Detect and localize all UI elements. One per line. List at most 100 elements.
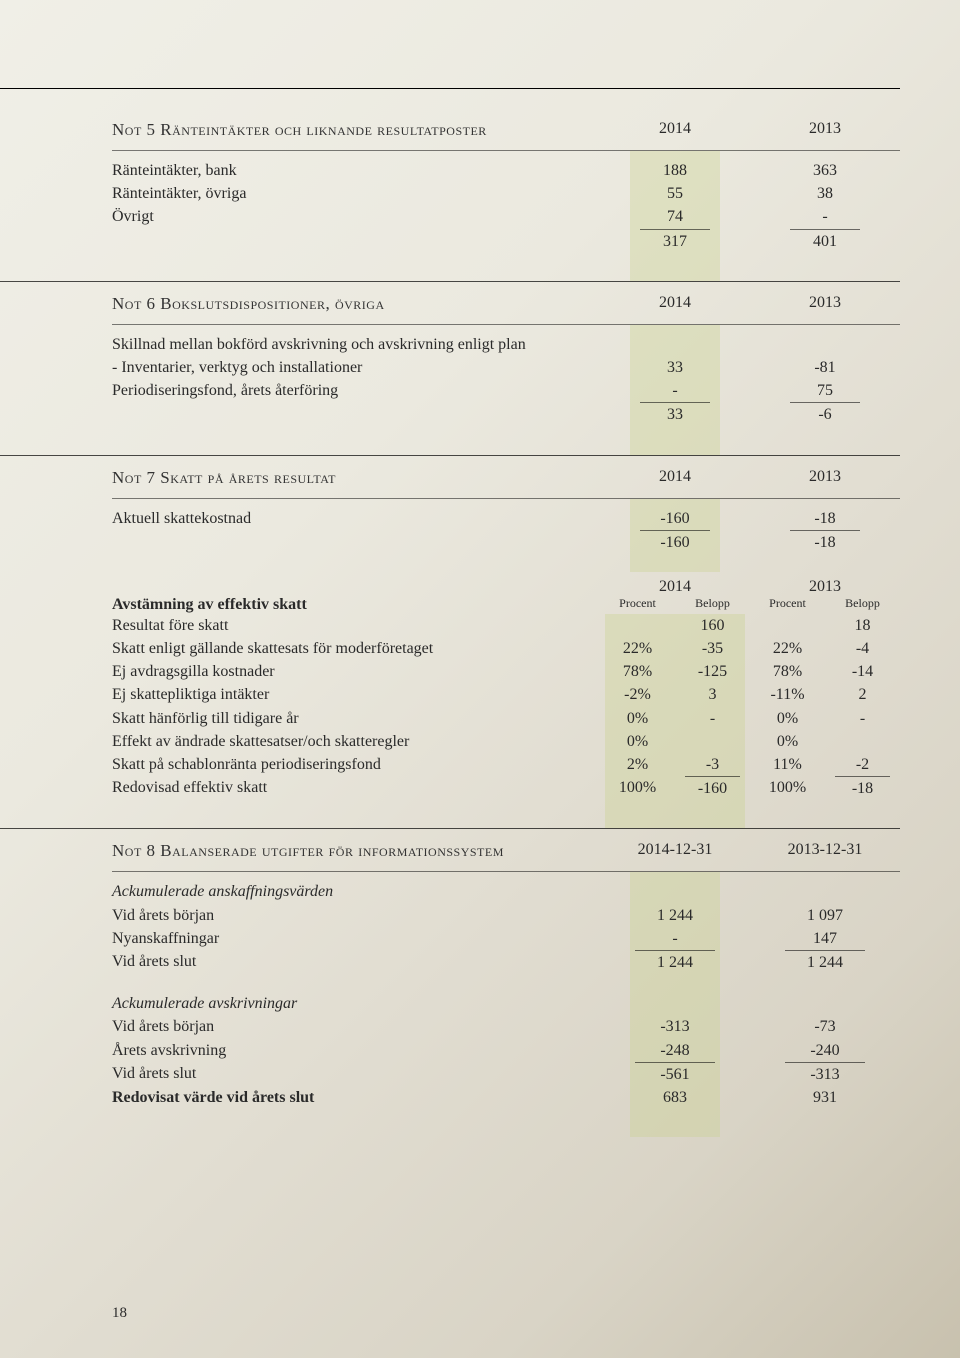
table-row: Vid årets slut-561-313 (112, 1062, 900, 1086)
page-content: Not 5 Ränteintäkter och liknande resulta… (0, 0, 960, 1137)
row-label: Skatt på schablonränta periodiseringsfon… (112, 753, 600, 776)
note7-year2: 2013 (750, 468, 900, 488)
row-label: Vid årets början (112, 1015, 600, 1038)
table-row: Skillnad mellan bokförd avskrivning och … (112, 333, 900, 356)
cell-b14: -160 (675, 776, 750, 800)
note5-title: Not 5 Ränteintäkter och liknande resulta… (112, 120, 600, 140)
table-row: Ej avdragsgilla kostnader78%-12578%-14 (112, 660, 900, 683)
cell-b14: 160 (675, 614, 750, 637)
row-label: Vid årets början (112, 904, 600, 927)
row-label: Övrigt (112, 205, 600, 228)
row-label: Ackumulerade anskaffningsvärden (112, 880, 600, 903)
note7-year1: 2014 (600, 468, 750, 488)
note5-year1: 2014 (600, 120, 750, 140)
table-row: Effekt av ändrade skattesatser/och skatt… (112, 730, 900, 753)
row-label: Vid årets slut (112, 950, 600, 974)
note6-body: Skillnad mellan bokförd avskrivning och … (112, 324, 900, 455)
subsection-head: Ackumulerade avskrivningar (112, 992, 900, 1015)
cell-2014: - (600, 379, 750, 402)
note8-year2: 2013-12-31 (750, 841, 900, 861)
cell-b14: -125 (675, 660, 750, 683)
cell-b14: -35 (675, 637, 750, 660)
cell-p14 (600, 614, 675, 637)
cell-p14: 0% (600, 707, 675, 730)
cell-2014: -160 (600, 507, 750, 530)
table-row: Vid årets början1 2441 097 (112, 904, 900, 927)
cell-2014: 33 (600, 356, 750, 379)
note6-year2: 2013 (750, 294, 900, 314)
cell-p13: 0% (750, 730, 825, 753)
note8-header: Not 8 Balanserade utgifter för informati… (0, 828, 900, 871)
cell-b13: 18 (825, 614, 900, 637)
cell-2013: 147 (750, 927, 900, 950)
cell-b13: - (825, 707, 900, 730)
cell-p14: 2% (600, 753, 675, 776)
cell-2013: 1 097 (750, 904, 900, 927)
table-row: Skatt på schablonränta periodiseringsfon… (112, 753, 900, 776)
row-label: Ränteintäkter, bank (112, 159, 600, 182)
table-row: Övrigt74- (112, 205, 900, 228)
table-row: Nyanskaffningar-147 (112, 927, 900, 950)
cell-p13: 0% (750, 707, 825, 730)
cell-b14: -3 (675, 753, 750, 776)
row-label: Ej avdragsgilla kostnader (112, 660, 600, 683)
row-label: Skatt enligt gällande skattesats för mod… (112, 637, 600, 660)
note7b-year2: 2013 (750, 578, 900, 596)
cell-2014: -561 (600, 1062, 750, 1086)
cell-b13: -14 (825, 660, 900, 683)
row-label: Redovisat värde vid årets slut (112, 1086, 600, 1109)
row-label: Årets avskrivning (112, 1039, 600, 1062)
cell-2014: 1 244 (600, 904, 750, 927)
note5-body: Ränteintäkter, bank188363 Ränteintäkter, … (112, 150, 900, 281)
row-label: Skillnad mellan bokförd avskrivning och … (112, 333, 600, 356)
cell-2014 (600, 333, 750, 356)
table-total: 317401 (112, 229, 900, 253)
cell-2014: 188 (600, 159, 750, 182)
cell-2013: -313 (750, 1062, 900, 1086)
table-row: Vid årets början-313-73 (112, 1015, 900, 1038)
table-row: Redovisad effektiv skatt100%-160100%-18 (112, 776, 900, 800)
cell-2013: -18 (750, 507, 900, 530)
table-row: Vid årets slut1 2441 244 (112, 950, 900, 974)
table-row: - Inventarier, verktyg och installatione… (112, 356, 900, 379)
total-2014: 317 (600, 229, 750, 253)
row-label: Effekt av ändrade skattesatser/och skatt… (112, 730, 600, 753)
note8-body: Ackumulerade anskaffningsvärdenVid årets… (112, 871, 900, 1137)
note7b-h-b1: Belopp (675, 596, 750, 614)
cell-2013: 363 (750, 159, 900, 182)
cell-p13: 100% (750, 776, 825, 800)
note8-year1: 2014-12-31 (600, 841, 750, 861)
note7b-title: Avstämning av effektiv skatt (112, 596, 600, 614)
row-label: Redovisad effektiv skatt (112, 776, 600, 800)
cell-2014: -313 (600, 1015, 750, 1038)
note5-year2: 2013 (750, 120, 900, 140)
cell-2013: 75 (750, 379, 900, 402)
cell-b13: -4 (825, 637, 900, 660)
cell-p14: 0% (600, 730, 675, 753)
row-label: - Inventarier, verktyg och installatione… (112, 356, 600, 379)
cell-b14: - (675, 707, 750, 730)
table-row: Skatt enligt gällande skattesats för mod… (112, 637, 900, 660)
cell-2014: 55 (600, 182, 750, 205)
row-label: Periodiseringsfond, årets återföring (112, 379, 600, 402)
row-label: Vid årets slut (112, 1062, 600, 1086)
cell-b13: -2 (825, 753, 900, 776)
cell-b13: -18 (825, 776, 900, 800)
cell-2013: -240 (750, 1039, 900, 1062)
note6-year1: 2014 (600, 294, 750, 314)
page-number: 18 (112, 1305, 127, 1322)
cell-b13 (825, 730, 900, 753)
total-2013: -6 (750, 402, 900, 426)
total-2013: 401 (750, 229, 900, 253)
cell-p13: -11% (750, 683, 825, 706)
row-label: Ränteintäkter, övriga (112, 182, 600, 205)
note7b-h-p1: Procent (600, 596, 675, 614)
cell-b13: 2 (825, 683, 900, 706)
top-rule (0, 88, 900, 89)
total-2014: 33 (600, 402, 750, 426)
row-label: Nyanskaffningar (112, 927, 600, 950)
note7-section: Not 7 Skatt på årets resultat 2014 2013 … (0, 455, 900, 572)
cell-2013: 38 (750, 182, 900, 205)
final-2013: 931 (750, 1086, 900, 1109)
cell-b14: 3 (675, 683, 750, 706)
